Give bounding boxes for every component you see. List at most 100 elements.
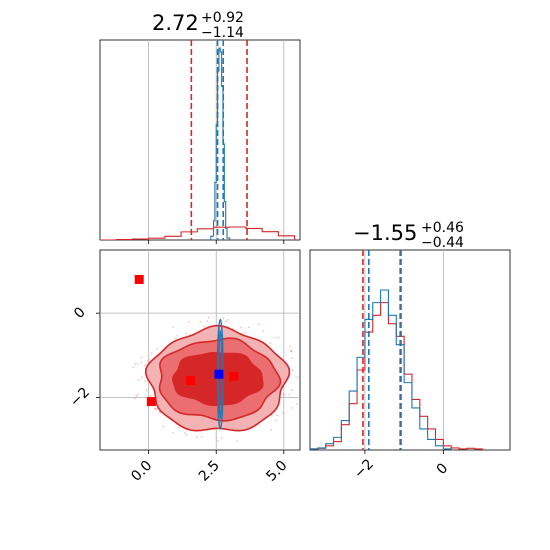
marginal-1-title-sup: +0.92 [201,10,244,26]
scatter-sample [206,320,209,322]
blue-histogram [310,289,452,450]
scatter-sample [295,403,298,406]
scatter-sample [290,350,293,353]
scatter-sample [172,326,175,328]
scatter-sample [135,395,138,397]
scatter-sample [176,335,179,337]
marginal-2-title-main: −1.55 [353,221,417,245]
scatter-sample [136,393,139,396]
marginal-2-title-sub: −0.44 [421,235,464,251]
scatter-sample [143,380,146,383]
scatter-sample [141,376,144,379]
scatter-sample [172,431,175,434]
scatter-sample [155,408,158,410]
marginal-1-data [100,40,296,240]
scatter-sample [274,336,276,339]
scatter-sample [162,425,165,428]
scatter-sample [154,408,156,410]
marginal-2-title-sup: +0.46 [421,220,464,236]
scatter-sample [290,357,293,360]
scatter-sample [207,316,210,319]
scatter-sample [188,320,190,323]
scatter-sample [216,439,219,442]
scatter-sample [277,336,280,339]
scatter-sample [236,440,238,443]
scatter-sample [281,412,284,414]
scatter-sample [262,330,265,332]
scatter-sample [137,378,140,381]
scatter-sample [248,326,250,329]
scatter-sample [269,342,272,345]
joint-y-tick-label: 0 [71,304,89,322]
scatter-sample [291,369,294,371]
joint-x-tick-label: 5.0 [263,458,290,485]
marginal-1-title-main: 2.72 [152,11,199,35]
marginal-2-tick-label: 0 [434,460,452,478]
scatter-sample [140,356,143,359]
scatter-sample [227,318,229,321]
red-marker [186,376,196,386]
scatter-sample [199,320,202,323]
scatter-sample [243,332,246,334]
scatter-sample [185,434,188,437]
scatter-sample [185,332,187,335]
scatter-sample [148,358,150,361]
scatter-sample [155,347,158,350]
scatter-sample [221,437,223,440]
scatter-sample [134,363,137,365]
scatter-sample [184,432,186,434]
scatter-sample [290,389,293,392]
scatter-sample [296,376,299,379]
scatter-sample [145,389,148,391]
joint-panel: 0.0 2.5 5.0 0 −2 [67,249,301,485]
scatter-sample [150,352,153,355]
scatter-sample [200,436,203,438]
marginal-1-ticks [148,240,285,244]
scatter-sample [290,406,293,409]
marginal-1-title: 2.72 [152,11,199,35]
scatter-sample [270,429,273,431]
scatter-sample [257,323,260,326]
joint-y-tick-label: −2 [67,384,93,410]
scatter-sample [288,393,291,396]
scatter-sample [134,397,136,400]
red-marker [229,371,239,381]
joint-x-tick-label: 0.0 [128,458,155,485]
red-histogram [100,226,296,240]
scatter-sample [177,426,180,429]
scatter-sample [195,436,198,439]
marginal-1-frame [99,39,301,241]
scatter-sample [289,345,292,348]
scatter-sample [222,317,225,320]
marginal-1-title-sub: −1.14 [201,25,244,41]
red-marker [146,397,156,407]
scatter-sample [149,394,152,397]
marginal-2-data [310,250,484,450]
scatter-sample [215,437,218,440]
scatter-sample [275,419,278,422]
scatter-sample [144,364,146,367]
scatter-sample [203,325,205,328]
marginal-2-tick-label: −2 [351,456,377,482]
scatter-sample [147,360,149,363]
scatter-sample [132,366,135,369]
red-marker [134,274,144,284]
scatter-sample [232,327,235,330]
marginal-2-ticks: −2 0 [351,450,451,482]
blue-histogram [210,47,231,240]
scatter-sample [276,414,279,417]
marginal-panel-2: −2 0 −1.55 +0.46 −0.44 [309,220,511,482]
scatter-sample [174,337,177,340]
scatter-sample [136,362,139,365]
marginal-panel-1: 2.72 +0.92 −1.14 [99,10,301,244]
scatter-sample [225,320,228,323]
scatter-sample [283,394,286,396]
marginal-2-frame [309,249,511,451]
joint-x-tick-label: 2.5 [196,458,223,485]
scatter-sample [140,361,143,364]
scatter-sample [280,393,283,396]
scatter-sample [239,326,242,329]
marginal-2-title: −1.55 [353,221,417,245]
blue-marker [214,369,224,379]
